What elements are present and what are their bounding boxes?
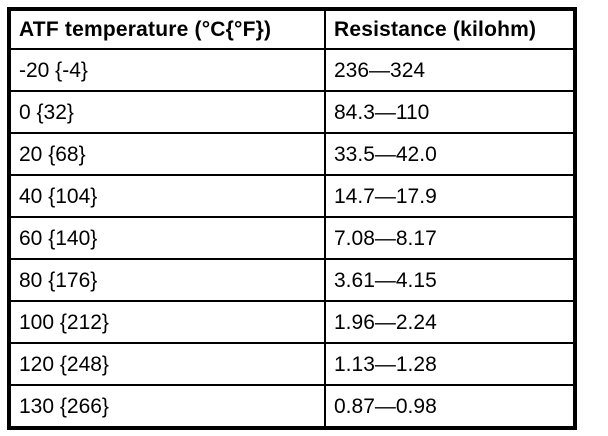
atf-temperature-resistance-table: ATF temperature (°C{°F}) Resistance (kil… [7,7,577,430]
temperature-cell: 80 {176} [8,258,326,302]
table-row: 20 {68} 33.5—42.0 [8,132,576,176]
resistance-cell: 84.3—110 [324,90,576,134]
table-row: 40 {104} 14.7—17.9 [8,174,576,218]
table-row: 120 {248} 1.13—1.28 [8,342,576,386]
temperature-cell: 20 {68} [8,132,326,176]
resistance-cell: 1.96—2.24 [324,300,576,344]
column-header-resistance: Resistance (kilohm) [324,8,576,50]
temperature-cell: 120 {248} [8,342,326,386]
table-row: 100 {212} 1.96—2.24 [8,300,576,344]
header-row: ATF temperature (°C{°F}) Resistance (kil… [8,8,576,50]
table-body: -20 {-4} 236—324 0 {32} 84.3—110 20 {68} 33.5… [8,48,576,429]
temperature-cell: 60 {140} [8,216,326,260]
table-row: 80 {176} 3.61—4.15 [8,258,576,302]
table-row: 60 {140} 7.08—8.17 [8,216,576,260]
resistance-cell: 236—324 [324,48,576,92]
temperature-cell: 100 {212} [8,300,326,344]
table-row: -20 {-4} 236—324 [8,48,576,92]
resistance-cell: 3.61—4.15 [324,258,576,302]
temperature-cell: 40 {104} [8,174,326,218]
temperature-cell: -20 {-4} [8,48,326,92]
temperature-cell: 130 {266} [8,384,326,429]
temperature-cell: 0 {32} [8,90,326,134]
resistance-cell: 14.7—17.9 [324,174,576,218]
resistance-cell: 7.08—8.17 [324,216,576,260]
resistance-cell: 0.87—0.98 [324,384,576,429]
table-row: 130 {266} 0.87—0.98 [8,384,576,429]
table-row: 0 {32} 84.3—110 [8,90,576,134]
column-header-atf-temperature: ATF temperature (°C{°F}) [8,8,326,50]
resistance-cell: 33.5—42.0 [324,132,576,176]
resistance-cell: 1.13—1.28 [324,342,576,386]
